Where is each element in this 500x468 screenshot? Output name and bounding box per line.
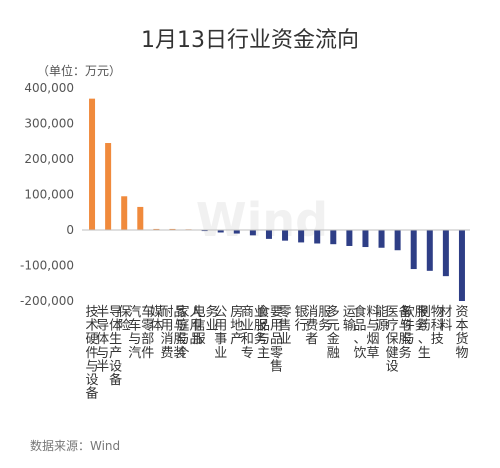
y-tick-label: 400,000 <box>24 81 74 95</box>
bar-11 <box>249 230 256 236</box>
category-label: 技术硬件与设备 <box>86 305 99 402</box>
unit-label: （单位：万元） <box>37 64 122 78</box>
bar-10 <box>233 230 240 234</box>
watermark: Wind <box>196 193 328 247</box>
category-label: 材料 <box>439 305 452 334</box>
category-label: 资本货物 <box>455 305 468 361</box>
category-label: 公用事业 <box>214 305 227 361</box>
bar-13 <box>282 230 289 241</box>
bar-9 <box>217 230 224 233</box>
bar-16 <box>330 230 337 245</box>
category-label: 医疗保健设备与服务 <box>386 304 412 374</box>
bar-5 <box>153 228 160 230</box>
y-tick-label: -200,000 <box>20 294 74 308</box>
category-label: 家庭与个人用品 <box>177 304 203 361</box>
category-label: 食品、饮料与烟草 <box>353 304 379 361</box>
bar-20 <box>394 230 401 251</box>
category-label: 房地产 <box>230 304 243 347</box>
bar-15 <box>314 230 321 244</box>
bar-14 <box>298 230 305 243</box>
category-label: 零售业 <box>279 305 292 347</box>
category-label: 多元金融 <box>327 304 340 361</box>
category-label: 食品与主要用品零售 <box>257 304 283 374</box>
category-label: 软件与服务 <box>402 305 428 347</box>
y-tick-label: 0 <box>66 223 74 237</box>
bar-24 <box>458 230 465 301</box>
bar-2 <box>105 143 112 230</box>
category-label: 电信服务业 <box>193 304 219 347</box>
bar-12 <box>265 230 272 239</box>
category-label: 媒体 <box>150 305 163 334</box>
bar-22 <box>426 230 433 271</box>
y-tick-label: 300,000 <box>24 117 74 131</box>
category-label: 制药、生物科技 <box>418 305 444 361</box>
category-label: 汽车与汽车零部件 <box>128 304 154 361</box>
y-tick-label: 200,000 <box>24 152 74 166</box>
bar-4 <box>137 206 144 230</box>
y-tick-label: -100,000 <box>20 259 74 273</box>
x-axis-labels: 技术硬件与设备半导体与半导体生产设备保险汽车与汽车零部件媒体耐用消费品与服装家庭… <box>86 304 469 402</box>
category-label: 银行 <box>295 305 308 334</box>
bar-21 <box>410 230 417 270</box>
source-note: 数据来源：Wind <box>30 439 121 453</box>
bar-18 <box>362 230 369 248</box>
category-label: 运输 <box>343 305 356 334</box>
bar-23 <box>442 230 449 277</box>
bar-19 <box>378 230 385 248</box>
bars <box>89 98 465 301</box>
category-label: 消费者服务 <box>305 305 331 347</box>
category-label: 保险 <box>118 305 131 334</box>
bar-1 <box>89 98 96 231</box>
category-label: 商业和专业服务 <box>241 305 267 361</box>
category-label: 能源 <box>375 305 388 334</box>
category-label: 半导体与半导体生产设备 <box>96 305 122 388</box>
y-axis: 400,000 300,000 200,000 100,000 0 -100,000 -20… <box>20 81 74 308</box>
bar-17 <box>346 230 353 246</box>
bar-6 <box>169 228 176 230</box>
category-label: 耐用消费品与服装 <box>160 305 186 361</box>
bar-8 <box>201 230 208 232</box>
y-tick-label: 100,000 <box>24 188 74 202</box>
bar-3 <box>121 196 128 230</box>
chart-title: 1月13日行业资金流向 <box>141 28 359 53</box>
